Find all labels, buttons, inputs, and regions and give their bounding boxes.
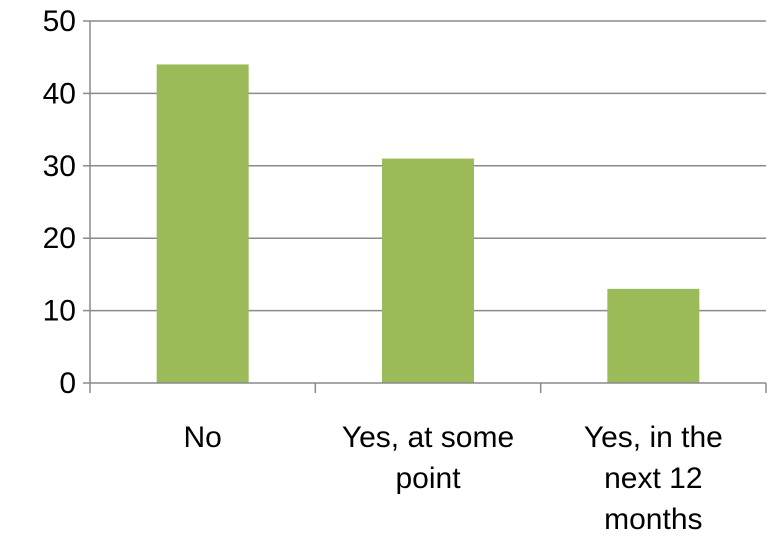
y-tick-labels: 0 10 20 30 40 50 <box>43 5 76 400</box>
x-category-label-line: months <box>604 503 702 536</box>
x-category-label: No <box>183 421 221 454</box>
x-category-label-line: Yes, at some <box>342 421 514 454</box>
bar-2 <box>607 288 700 383</box>
x-category-label-line: point <box>395 462 461 495</box>
bars <box>156 64 700 383</box>
y-tick-label: 0 <box>59 367 76 400</box>
y-tick-label: 40 <box>43 77 76 110</box>
x-category-label-line: next 12 <box>604 462 702 495</box>
axes <box>83 20 767 393</box>
x-category-labels: No Yes, at some point Yes, in the next 12 mon… <box>183 421 722 536</box>
x-category-label-line: No <box>183 421 221 454</box>
y-tick-label: 10 <box>43 295 76 328</box>
y-tick-label: 20 <box>43 222 76 255</box>
bar-0 <box>156 64 249 383</box>
x-category-label: Yes, at some point <box>342 421 514 495</box>
y-tick-label: 30 <box>43 150 76 183</box>
y-tick-label: 50 <box>43 5 76 38</box>
x-category-label-line: Yes, in the <box>584 421 723 454</box>
bar-1 <box>382 158 474 383</box>
x-category-label: Yes, in the next 12 months <box>584 421 723 536</box>
